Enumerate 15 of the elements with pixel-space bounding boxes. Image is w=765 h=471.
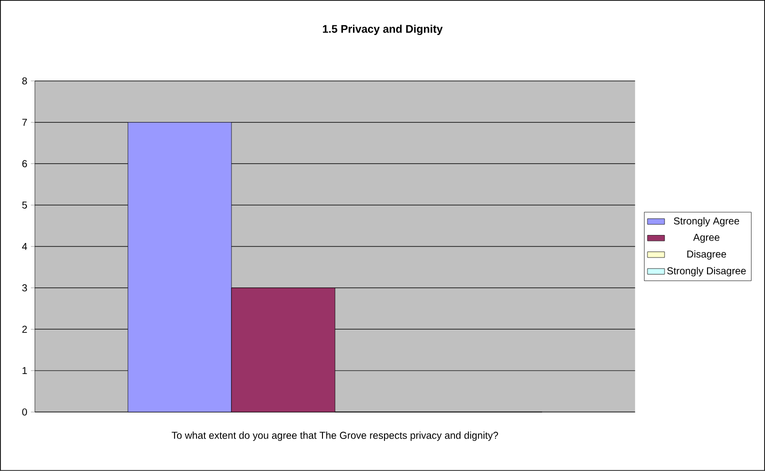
y-tick-label: 5 — [22, 202, 27, 209]
x-tick-label: To what extent do you agree that The Grove respects privacy and dignity? — [172, 432, 498, 441]
legend-label: Disagree — [687, 250, 726, 260]
y-tick-label: 2 — [22, 326, 27, 333]
y-tick-label: 0 — [22, 408, 27, 416]
y-tick-label: 3 — [22, 284, 27, 292]
y-tick-label: 1 — [22, 367, 27, 374]
text: Agree — [693, 234, 720, 243]
y-tick-label: 4 — [22, 243, 28, 250]
chart-title: 1.5 Privacy and Dignity — [322, 24, 443, 36]
y-tick-label: 8 — [22, 77, 27, 84]
legend-label: Strongly Disagree — [667, 267, 746, 276]
y-tick-label: 6 — [22, 160, 27, 168]
legend-label: Strongly Agree — [674, 217, 740, 226]
y-tick-label: 7 — [22, 118, 27, 126]
